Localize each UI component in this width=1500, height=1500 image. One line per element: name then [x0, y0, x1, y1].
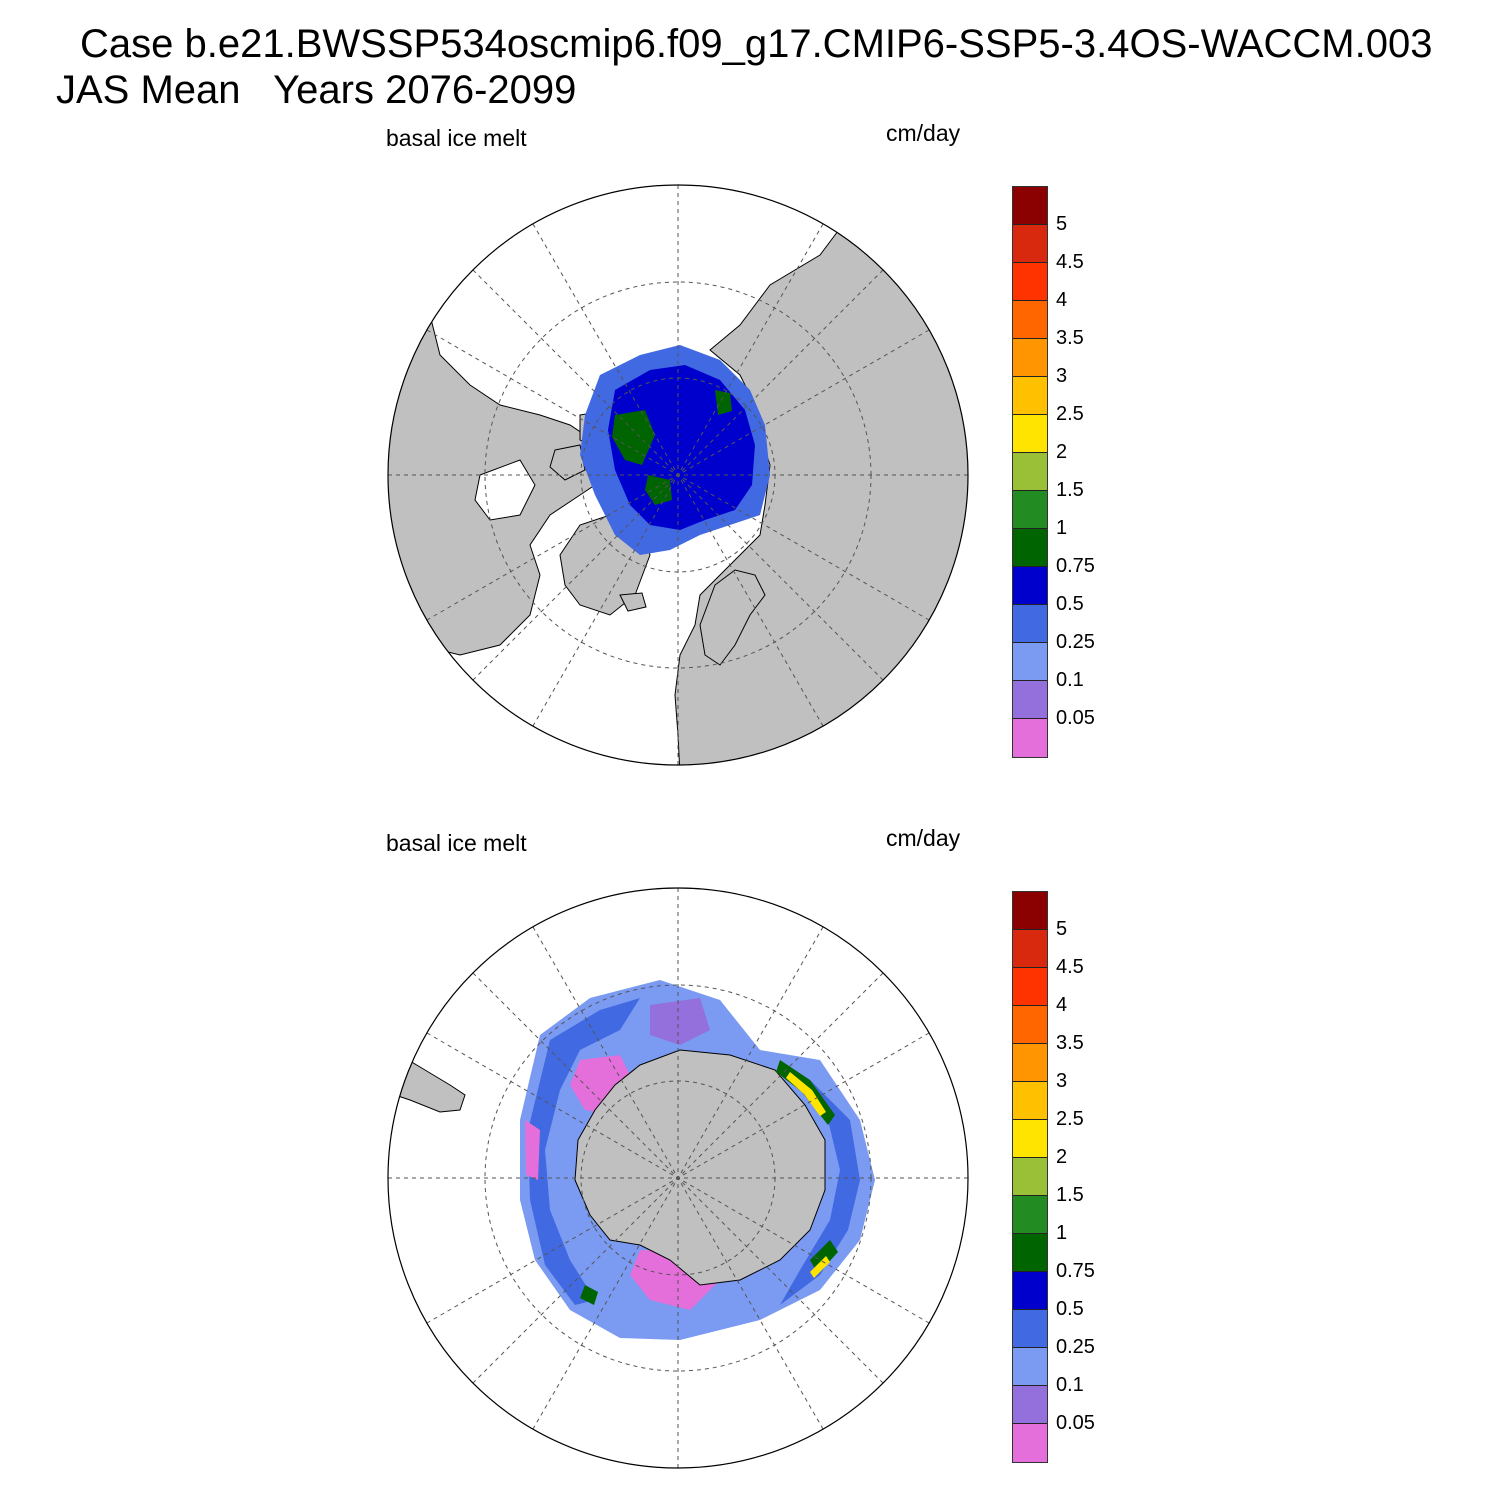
south-colorbar-tick-label: 3 — [1056, 1070, 1068, 1092]
north-colorbar-tick-label: 2.5 — [1056, 403, 1084, 425]
south-colorbar-swatch — [1013, 1310, 1047, 1348]
north-colorbar-swatch — [1013, 225, 1047, 263]
north-colorbar-swatch — [1013, 187, 1047, 225]
south-colorbar-swatch — [1013, 1234, 1047, 1272]
south-colorbar-swatch — [1013, 968, 1047, 1006]
south-graticule — [388, 888, 968, 1468]
north-colorbar-swatch — [1013, 415, 1047, 453]
south-colorbar — [1012, 891, 1048, 1463]
north-colorbar-tick-label: 4.5 — [1056, 251, 1084, 273]
north-colorbar-swatch — [1013, 377, 1047, 415]
north-land-scandinavia — [699, 569, 766, 666]
south-colorbar-swatch — [1013, 1196, 1047, 1234]
north-colorbar-swatch — [1013, 643, 1047, 681]
south-colorbar-swatch — [1013, 1082, 1047, 1120]
south-colorbar-swatch — [1013, 892, 1047, 930]
panel-south-variable-label: basal ice melt — [386, 830, 527, 856]
north-colorbar-tick-label: 0.25 — [1056, 631, 1095, 653]
south-colorbar-swatch — [1013, 1272, 1047, 1310]
north-colorbar-tick-label: 1 — [1056, 517, 1068, 539]
north-colorbar-swatch — [1013, 301, 1047, 339]
south-colorbar-swatch — [1013, 1348, 1047, 1386]
north-colorbar — [1012, 186, 1048, 758]
panel-south-units-label: cm/day — [886, 825, 961, 851]
north-colorbar-tick-label: 1.5 — [1056, 479, 1084, 501]
south-melt-streak-high — [580, 1060, 838, 1305]
north-colorbar-swatch — [1013, 567, 1047, 605]
south-colorbar-tick-label: 1 — [1056, 1222, 1068, 1244]
north-map-boundary — [387, 184, 969, 766]
south-colorbar-tick-label: 2.5 — [1056, 1108, 1084, 1130]
north-colorbar-tick-label: 3.5 — [1056, 327, 1084, 349]
south-colorbar-swatch — [1013, 1386, 1047, 1424]
south-colorbar-swatch — [1013, 1424, 1047, 1462]
north-land-iceland — [619, 592, 647, 612]
south-colorbar-tick-label: 0.05 — [1056, 1412, 1095, 1434]
south-colorbar-swatch — [1013, 1158, 1047, 1196]
north-colorbar-swatch — [1013, 339, 1047, 377]
south-colorbar-tick-label: 1.5 — [1056, 1184, 1084, 1206]
panel-north-units-label: cm/day — [886, 120, 961, 146]
north-melt-patch-075 — [612, 390, 732, 505]
north-colorbar-tick-label: 0.5 — [1056, 593, 1084, 615]
south-colorbar-tick-label: 4 — [1056, 994, 1068, 1016]
south-colorbar-swatch — [1013, 1044, 1047, 1082]
south-polar-map — [387, 887, 969, 1469]
north-colorbar-tick-label: 0.1 — [1056, 669, 1084, 691]
south-melt-ring-025 — [528, 998, 860, 1305]
south-colorbar-swatch — [1013, 930, 1047, 968]
south-map-boundary — [387, 887, 969, 1469]
north-colorbar-swatch — [1013, 453, 1047, 491]
north-colorbar-swatch — [1013, 529, 1047, 567]
north-polar-map — [387, 184, 969, 766]
south-colorbar-tick-label: 0.25 — [1056, 1336, 1095, 1358]
south-colorbar-tick-label: 4.5 — [1056, 956, 1084, 978]
south-colorbar-tick-label: 0.5 — [1056, 1298, 1084, 1320]
south-colorbar-tick-label: 5 — [1056, 918, 1068, 940]
south-colorbar-tick-label: 0.75 — [1056, 1260, 1095, 1282]
south-melt-streak-peak — [786, 1072, 830, 1278]
north-colorbar-swatch — [1013, 491, 1047, 529]
south-colorbar-tick-label: 3.5 — [1056, 1032, 1084, 1054]
panel-north-variable-label: basal ice melt — [386, 125, 527, 151]
north-colorbar-tick-label: 5 — [1056, 213, 1068, 235]
north-land-eurasia — [674, 185, 968, 765]
north-colorbar-tick-label: 2 — [1056, 441, 1068, 463]
north-colorbar-tick-label: 4 — [1056, 289, 1068, 311]
north-colorbar-tick-label: 3 — [1056, 365, 1068, 387]
north-colorbar-tick-label: 0.75 — [1056, 555, 1095, 577]
north-colorbar-swatch — [1013, 605, 1047, 643]
north-colorbar-swatch — [1013, 263, 1047, 301]
north-colorbar-swatch — [1013, 681, 1047, 719]
south-colorbar-tick-label: 2 — [1056, 1146, 1068, 1168]
north-colorbar-swatch — [1013, 719, 1047, 757]
figure-title-period: JAS Mean Years 2076-2099 — [56, 68, 577, 112]
south-colorbar-swatch — [1013, 1006, 1047, 1044]
north-colorbar-tick-label: 0.05 — [1056, 707, 1095, 729]
figure-title-case: Case b.e21.BWSSP534oscmip6.f09_g17.CMIP6… — [80, 22, 1433, 66]
south-colorbar-tick-label: 0.1 — [1056, 1374, 1084, 1396]
south-colorbar-swatch — [1013, 1120, 1047, 1158]
south-melt-ring-0.05b — [650, 998, 710, 1045]
north-graticule — [388, 185, 968, 765]
